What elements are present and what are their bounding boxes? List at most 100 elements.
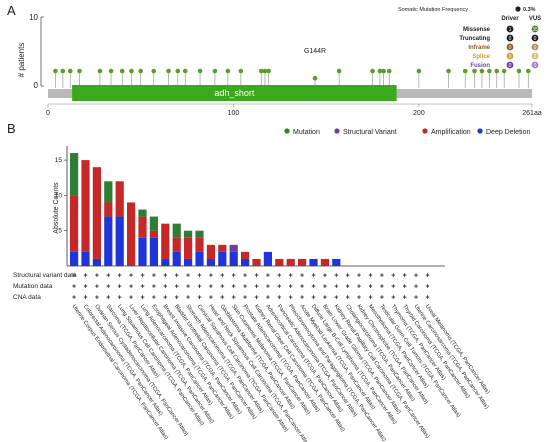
data-available-mark: + <box>380 273 384 280</box>
lollipop-head[interactable] <box>225 68 231 74</box>
bar-segment[interactable] <box>115 181 124 217</box>
data-available-mark: + <box>277 284 281 291</box>
data-available-mark: + <box>197 284 201 291</box>
bar-segment[interactable] <box>218 251 227 266</box>
bar-segment[interactable] <box>172 223 181 238</box>
bar-segment[interactable] <box>206 244 215 259</box>
lollipop-head[interactable] <box>119 68 125 74</box>
bar-segment[interactable] <box>184 258 193 266</box>
lollipop-head[interactable] <box>462 68 468 74</box>
lollipop-head[interactable] <box>60 68 66 74</box>
bar-segment[interactable] <box>184 237 193 259</box>
bar-segment[interactable] <box>138 237 147 266</box>
lollipop-head[interactable] <box>182 68 188 74</box>
lollipop-head[interactable] <box>258 68 264 74</box>
bar-segment[interactable] <box>81 160 90 252</box>
lollipop-head[interactable] <box>516 68 522 74</box>
lollipop-head[interactable] <box>336 68 342 74</box>
lollipop-head[interactable] <box>212 68 218 74</box>
bar-segment[interactable] <box>241 251 250 259</box>
lollipop-head[interactable] <box>472 68 477 74</box>
lollipop-head[interactable] <box>266 68 271 74</box>
lollipop-head[interactable] <box>381 68 386 74</box>
domain-label: adh_short <box>214 88 255 98</box>
bar-segment[interactable] <box>172 251 181 266</box>
protein-domain[interactable] <box>72 85 397 101</box>
bar-segment[interactable] <box>332 258 341 266</box>
bar-segment[interactable] <box>149 237 158 266</box>
lollipop-head[interactable] <box>446 68 451 74</box>
lollipop-head[interactable] <box>377 68 383 74</box>
lollipop-head[interactable] <box>166 68 171 74</box>
legend-label: Mutation <box>293 129 320 136</box>
lollipop-head[interactable] <box>151 68 157 74</box>
lollipop-head[interactable] <box>77 68 82 74</box>
bar-segment[interactable] <box>70 153 79 196</box>
lollipop-head[interactable] <box>138 68 144 74</box>
legend-vus-badge <box>531 61 539 69</box>
y-tick-label: 15 <box>55 157 63 164</box>
bar-segment[interactable] <box>206 258 215 266</box>
bar-segment[interactable] <box>70 251 79 266</box>
bar-segment[interactable] <box>127 202 136 266</box>
bar-segment[interactable] <box>320 258 329 266</box>
data-available-mark: + <box>95 284 99 291</box>
lollipop-head[interactable] <box>97 68 103 74</box>
bar-segment[interactable] <box>195 251 204 266</box>
bar-segment[interactable] <box>104 202 113 217</box>
bar-segment[interactable] <box>229 251 238 266</box>
bar-segment[interactable] <box>138 216 147 238</box>
bar-segment[interactable] <box>195 230 204 238</box>
lollipop-head[interactable] <box>312 75 318 81</box>
bar-segment[interactable] <box>70 195 79 252</box>
lollipop-head[interactable] <box>479 68 485 74</box>
mutation-callout: G144R <box>304 48 326 55</box>
bar-segment[interactable] <box>184 230 193 238</box>
bar-segment[interactable] <box>195 237 204 252</box>
legend-vus-count: 0 <box>534 45 537 51</box>
lollipop-head[interactable] <box>175 68 181 74</box>
bar-segment[interactable] <box>218 244 227 252</box>
bar-segment[interactable] <box>115 216 124 266</box>
lollipop-head[interactable] <box>386 68 392 74</box>
bar-ylabel: Absolute Counts <box>53 182 60 234</box>
lollipop-head[interactable] <box>53 68 58 74</box>
lollipop-head[interactable] <box>370 68 375 74</box>
bar-segment[interactable] <box>275 258 284 266</box>
lollipop-head[interactable] <box>494 68 500 74</box>
lollipop-head[interactable] <box>197 68 203 74</box>
bar-segment[interactable] <box>104 181 113 203</box>
data-available-mark: + <box>357 284 361 291</box>
bar-segment[interactable] <box>172 237 181 252</box>
lollipop-head[interactable] <box>238 68 244 74</box>
legend-driver-count: 0 <box>509 45 512 51</box>
x-tick-label: 200 <box>413 110 425 117</box>
bar-segment[interactable] <box>161 223 170 259</box>
lollipop-head[interactable] <box>487 68 492 74</box>
lollipop-head[interactable] <box>501 68 507 74</box>
bar-segment[interactable] <box>252 258 261 266</box>
bar-segment[interactable] <box>81 251 90 266</box>
data-available-mark: + <box>346 295 350 302</box>
bar-segment[interactable] <box>298 258 307 266</box>
lollipop-head[interactable] <box>262 68 268 74</box>
bar-segment[interactable] <box>149 230 158 238</box>
info-icon[interactable] <box>515 6 521 12</box>
bar-segment[interactable] <box>161 258 170 266</box>
bar-segment[interactable] <box>92 167 101 259</box>
bar-segment[interactable] <box>104 216 113 266</box>
lollipop-head[interactable] <box>525 68 531 74</box>
bar-segment[interactable] <box>92 258 101 266</box>
bar-segment[interactable] <box>309 258 318 266</box>
lollipop-head[interactable] <box>416 68 422 74</box>
bar-segment[interactable] <box>229 244 238 252</box>
data-available-mark: + <box>175 284 179 291</box>
bar-segment[interactable] <box>241 258 250 266</box>
lollipop-head[interactable] <box>129 68 134 74</box>
bar-segment[interactable] <box>263 251 272 266</box>
bar-segment[interactable] <box>149 216 158 231</box>
bar-segment[interactable] <box>286 258 295 266</box>
lollipop-head[interactable] <box>67 68 73 74</box>
bar-segment[interactable] <box>138 209 147 217</box>
lollipop-head[interactable] <box>108 68 114 74</box>
